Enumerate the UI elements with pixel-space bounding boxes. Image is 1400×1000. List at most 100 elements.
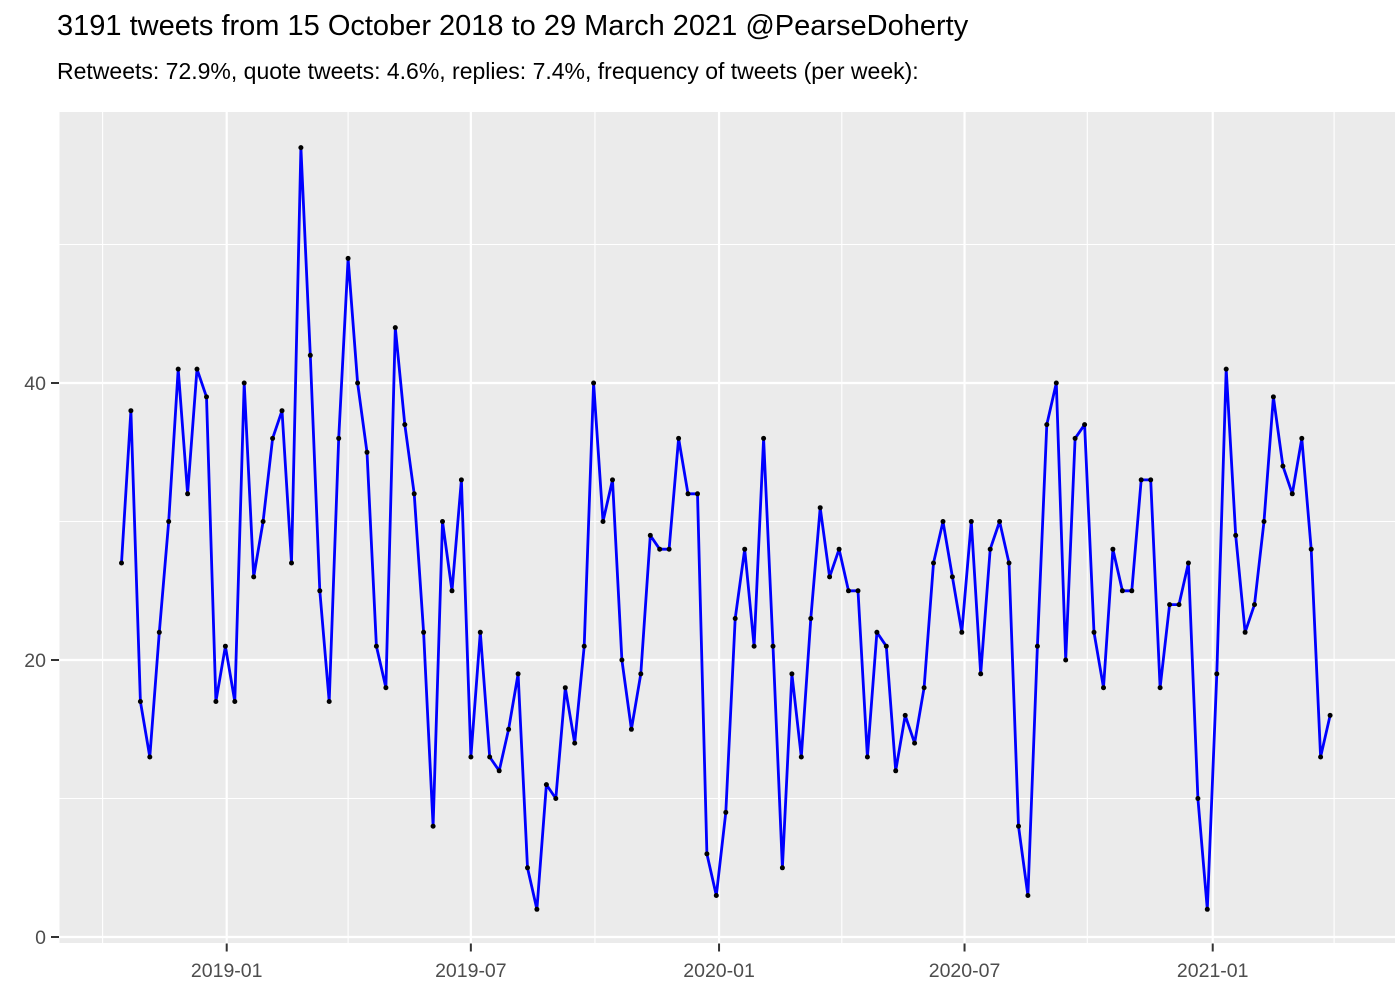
data-point (421, 629, 427, 635)
data-point (1110, 546, 1116, 552)
data-point (638, 671, 644, 677)
data-point (647, 532, 653, 538)
data-point (392, 325, 398, 331)
data-point (713, 893, 719, 898)
x-axis-tick-label: 2019-07 (435, 960, 507, 982)
data-point (610, 477, 615, 483)
data-point (430, 823, 436, 829)
data-point (525, 865, 530, 871)
data-point (1138, 477, 1144, 483)
data-point (553, 796, 559, 801)
data-point (836, 546, 842, 552)
data-point (1299, 435, 1305, 441)
data-point (1289, 491, 1295, 497)
data-point (657, 546, 663, 552)
data-point (251, 574, 257, 580)
data-point (1214, 671, 1220, 677)
data-point (185, 491, 191, 497)
data-point (808, 616, 814, 621)
data-point (855, 588, 861, 594)
data-point (534, 906, 540, 912)
data-point (1327, 712, 1333, 718)
data-point (345, 255, 351, 261)
data-point (893, 768, 899, 774)
x-axis-tick-label: 2020-07 (929, 960, 1001, 982)
data-point (289, 560, 294, 566)
data-point (1195, 796, 1201, 801)
x-axis-tick-label: 2019-01 (191, 960, 263, 982)
y-axis-tick-label: 20 (24, 650, 46, 672)
data-point (440, 519, 445, 524)
data-point (997, 519, 1003, 524)
data-point (864, 754, 870, 760)
data-point (1101, 685, 1106, 691)
data-point (307, 352, 313, 358)
data-point (496, 768, 502, 774)
data-point (931, 560, 936, 566)
data-point (581, 643, 587, 649)
data-point (798, 754, 804, 760)
data-point (827, 574, 833, 580)
data-point (1044, 422, 1050, 428)
y-axis-tick-label: 40 (24, 373, 46, 395)
data-point (723, 809, 729, 815)
data-point (1072, 435, 1078, 441)
data-point (902, 712, 908, 718)
data-point (383, 685, 389, 691)
data-point (477, 629, 483, 635)
data-point (1308, 546, 1314, 552)
data-point (779, 865, 785, 871)
data-point (194, 366, 200, 372)
data-point (940, 519, 946, 524)
data-point (874, 629, 880, 635)
data-point (704, 851, 710, 857)
data-point (949, 574, 955, 580)
data-point (1223, 366, 1229, 372)
data-point (1082, 422, 1088, 428)
data-point (883, 643, 889, 649)
data-point (402, 422, 408, 428)
x-axis-tick-label: 2021-01 (1177, 960, 1249, 982)
data-point (1280, 463, 1286, 469)
data-point (137, 699, 143, 704)
x-axis-tick-label: 2020-01 (683, 960, 755, 982)
data-point (676, 435, 682, 441)
data-point (241, 380, 247, 386)
data-point (1167, 602, 1173, 608)
data-point (156, 629, 162, 635)
data-point (968, 519, 974, 524)
data-point (1025, 893, 1031, 898)
plot-panel (59, 112, 1395, 943)
data-point (770, 643, 776, 649)
data-point (487, 754, 493, 760)
data-point (1157, 685, 1163, 691)
data-point (751, 643, 757, 649)
data-point (1252, 602, 1257, 608)
data-point (1242, 629, 1248, 635)
data-point (562, 685, 568, 691)
data-point (1129, 588, 1135, 594)
data-point (119, 560, 124, 566)
data-point (817, 505, 823, 511)
data-point (978, 671, 984, 677)
data-point (317, 588, 323, 594)
data-point (506, 726, 512, 732)
data-point (298, 145, 304, 151)
data-point (1119, 588, 1125, 594)
data-point (175, 366, 181, 372)
data-point (666, 546, 672, 552)
data-point (326, 699, 332, 704)
data-point (1091, 629, 1097, 635)
chart-subtitle: Retweets: 72.9%, quote tweets: 4.6%, rep… (57, 58, 919, 84)
data-point (846, 588, 851, 594)
chart-title: 3191 tweets from 15 October 2018 to 29 M… (57, 10, 969, 42)
data-point (468, 754, 474, 760)
data-point (166, 519, 172, 524)
data-point (411, 491, 417, 497)
data-point (695, 491, 700, 497)
data-point (373, 643, 379, 649)
data-point (912, 740, 918, 746)
data-point (1053, 380, 1059, 386)
data-point (222, 643, 228, 649)
